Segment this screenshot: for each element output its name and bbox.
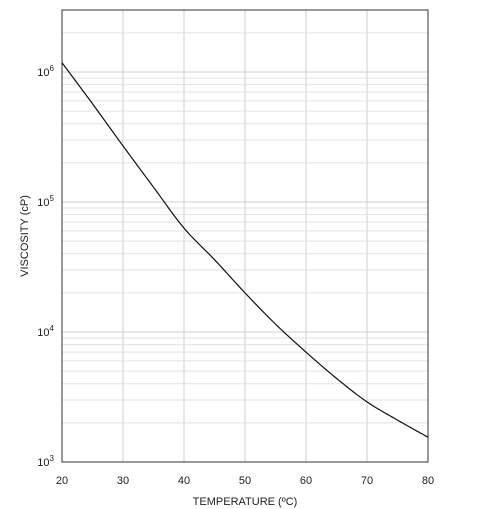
y-tick-label: 103: [37, 454, 54, 469]
grid: [61, 9, 429, 463]
x-tick-label: 30: [117, 475, 129, 487]
x-tick-label: 70: [361, 475, 373, 487]
y-tick-label: 104: [37, 324, 54, 339]
x-tick-label: 60: [300, 475, 312, 487]
x-tick-label: 20: [56, 475, 68, 487]
x-axis-ticks: 20 30 40 50 60 70 80: [56, 475, 434, 487]
x-tick-label: 80: [422, 475, 434, 487]
y-tick-label: 106: [37, 64, 54, 79]
x-tick-label: 40: [178, 475, 190, 487]
viscosity-curve: [61, 62, 429, 438]
y-tick-label: 105: [37, 194, 54, 209]
y-axis-label: VISCOSITY (cP): [19, 195, 31, 277]
y-axis-ticks: 103 104 105 106: [37, 64, 54, 469]
x-axis-label: TEMPERATURE (ºC): [193, 496, 298, 508]
x-tick-label: 50: [239, 475, 251, 487]
plot-frame: [61, 9, 429, 463]
